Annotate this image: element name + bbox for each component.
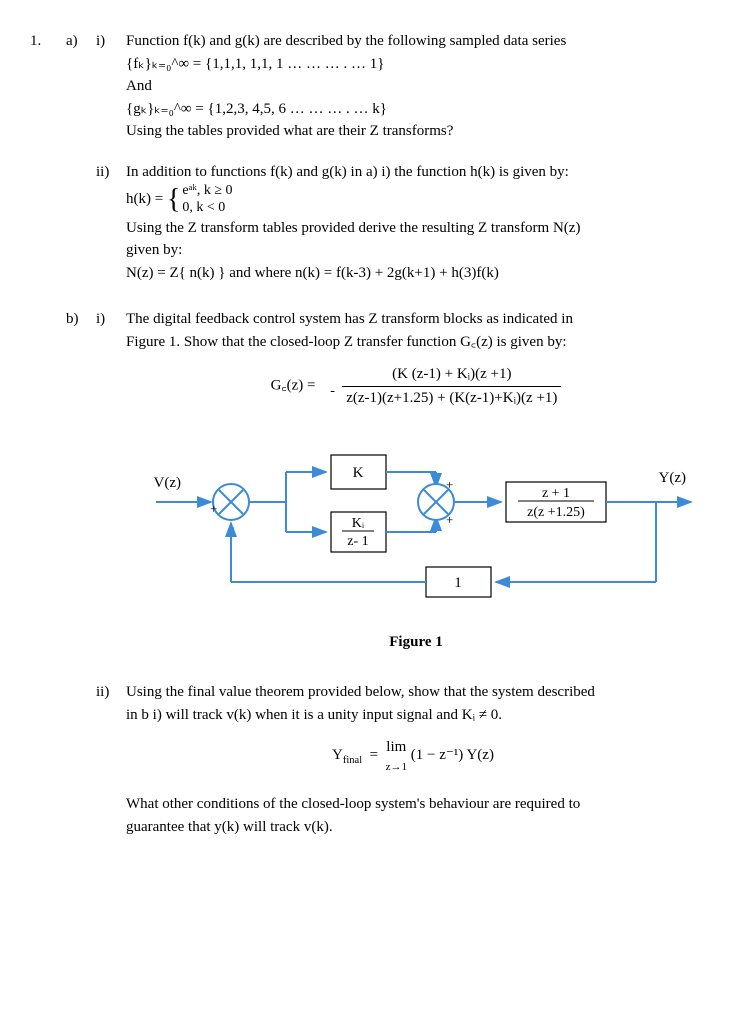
text-and: And <box>126 75 700 98</box>
vz-label: V(z) <box>154 475 181 491</box>
text-line: What other conditions of the closed-loop… <box>126 793 700 816</box>
feedback-label: 1 <box>454 575 462 591</box>
part-letter-b: b) <box>66 308 96 663</box>
plant-den: z(z +1.25) <box>527 505 585 520</box>
q1-a-ii-content: In addition to functions f(k) and g(k) i… <box>126 161 700 285</box>
nz-definition: N(z) = Z{ n(k) } and where n(k) = f(k-3)… <box>126 262 700 285</box>
plus-sign: + <box>446 477 453 492</box>
cases-brace: { eᵃᵏ, k ≥ 0 0, k < 0 <box>167 183 233 217</box>
text-line: Figure 1. Show that the closed-loop Z tr… <box>126 331 706 354</box>
summing-junction-1: + - <box>210 484 249 534</box>
gk-series: {gₖ}ₖ₌₀^∞ = {1,2,3, 4,5, 6 … … … . … k} <box>126 98 700 121</box>
text-line: In addition to functions f(k) and g(k) i… <box>126 161 700 184</box>
figure-1: V(z) + - <box>126 427 706 653</box>
gc-denominator: z(z-1)(z+1.25) + (K(z-1)+Kᵢ)(z +1) <box>342 387 561 410</box>
q1-b-i: b) i) The digital feedback control syste… <box>30 308 700 663</box>
q1-a-i-content: Function f(k) and g(k) are described by … <box>126 30 700 143</box>
block-diagram: V(z) + - <box>126 427 706 617</box>
q1-b-ii-content: Using the final value theorem provided b… <box>126 681 700 838</box>
feedback-block: 1 <box>426 567 491 597</box>
plant-block: z + 1 z(z +1.25) <box>506 482 606 522</box>
q1-a-ii: ii) In addition to functions f(k) and g(… <box>30 161 700 285</box>
k-label: K <box>353 465 364 481</box>
q1-b-ii: ii) Using the final value theorem provid… <box>30 681 700 838</box>
q1-a-i: 1. a) i) Function f(k) and g(k) are desc… <box>30 30 700 143</box>
figure-caption: Figure 1 <box>126 631 706 654</box>
integrator-block-ki: Kᵢ z- 1 <box>331 512 386 552</box>
gc-fraction <box>327 375 339 398</box>
text-line: Using the Z transform tables provided de… <box>126 217 700 240</box>
plant-num: z + 1 <box>542 486 570 501</box>
gc-equation: G꜀(z) = (K (z-1) + Kᵢ)(z +1) z(z-1)(z+1.… <box>126 363 706 409</box>
brace-icon: { <box>167 186 180 214</box>
plus-sign: + <box>210 501 217 516</box>
text-line: guarantee that y(k) will track v(k). <box>126 816 700 839</box>
fvt-equation: Yfinal = lim z→1 (1 − z⁻¹) Y(z) <box>126 736 700 775</box>
yfinal-label: Yfinal <box>332 747 362 763</box>
q1-b-i-content: The digital feedback control system has … <box>126 308 706 663</box>
ki-den: z- 1 <box>347 534 368 549</box>
fk-series: {fₖ}ₖ₌₀^∞ = {1,1,1, 1,1, 1 … … … . … 1} <box>126 53 700 76</box>
summing-junction-2: + + <box>418 477 454 527</box>
limit-operator: lim z→1 <box>386 736 407 775</box>
part-letter-a: a) <box>66 30 96 143</box>
hk-left: h(k) = <box>126 191 167 207</box>
gain-block-k: K <box>331 455 386 489</box>
gc-fraction: (K (z-1) + Kᵢ)(z +1) z(z-1)(z+1.25) + (K… <box>342 363 561 409</box>
text-line: in b i) will track v(k) when it is a uni… <box>126 704 700 727</box>
gc-left: G꜀(z) = <box>271 378 316 394</box>
question-number: 1. <box>30 30 66 143</box>
subpart-i: i) <box>96 308 126 663</box>
subpart-ii: ii) <box>96 161 126 285</box>
yz-label: Y(z) <box>659 470 686 486</box>
text-line: The digital feedback control system has … <box>126 308 706 331</box>
text-line: given by: <box>126 239 700 262</box>
gc-numerator: (K (z-1) + Kᵢ)(z +1) <box>342 363 561 387</box>
hk-definition: h(k) = { eᵃᵏ, k ≥ 0 0, k < 0 <box>126 183 700 217</box>
text-line: Using the tables provided what are their… <box>126 120 700 143</box>
fvt-expression: (1 − z⁻¹) Y(z) <box>411 747 494 763</box>
text-line: Function f(k) and g(k) are described by … <box>126 30 700 53</box>
subpart-i: i) <box>96 30 126 143</box>
ki-num: Kᵢ <box>352 516 365 531</box>
text-line: Using the final value theorem provided b… <box>126 681 700 704</box>
subpart-ii: ii) <box>96 681 126 838</box>
hk-case2: 0, k < 0 <box>182 200 232 217</box>
hk-case1: eᵃᵏ, k ≥ 0 <box>182 183 232 200</box>
plus-sign: + <box>446 512 453 527</box>
